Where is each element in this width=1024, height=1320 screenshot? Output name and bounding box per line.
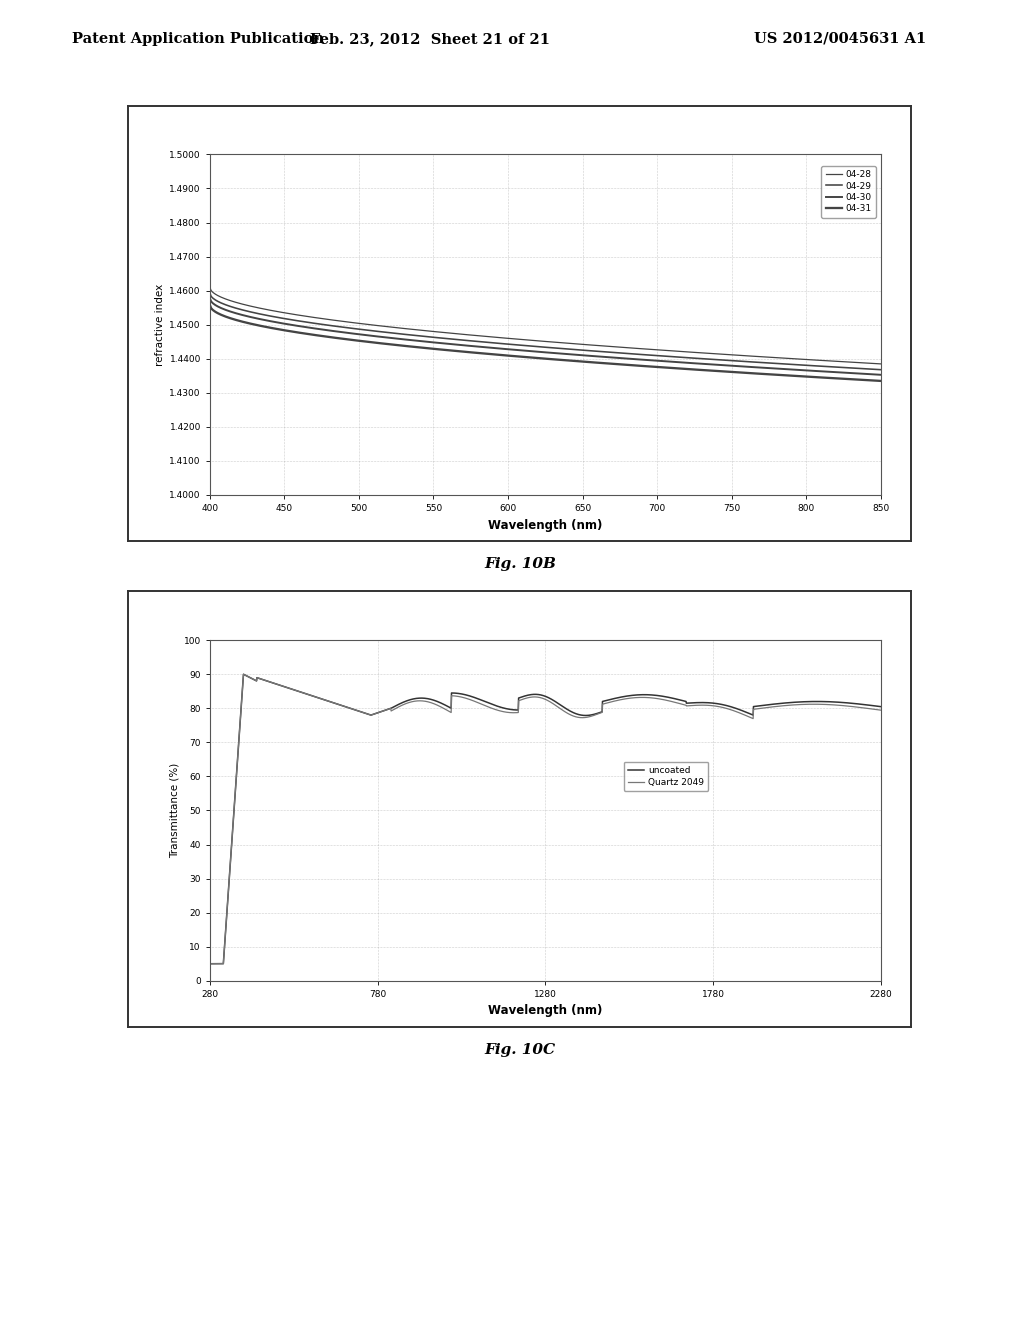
Text: Fig. 10C: Fig. 10C: [484, 1043, 556, 1057]
uncoated: [732, 701, 744, 717]
uncoated: [530, 686, 543, 702]
Quartz 2049: [874, 702, 887, 718]
Legend: 04-28, 04-29, 04-30, 04-31: 04-28, 04-29, 04-30, 04-31: [821, 166, 877, 218]
Quartz 2049: [855, 700, 867, 715]
uncoated: [512, 690, 524, 706]
uncoated: [855, 697, 867, 713]
Text: Feb. 23, 2012  Sheet 21 of 21: Feb. 23, 2012 Sheet 21 of 21: [310, 32, 550, 46]
Quartz 2049: [530, 689, 543, 705]
uncoated: [874, 698, 887, 714]
Y-axis label: refractive index: refractive index: [155, 284, 165, 366]
Quartz 2049: [732, 705, 744, 721]
Quartz 2049: [238, 667, 250, 682]
Line: Quartz 2049: Quartz 2049: [210, 675, 881, 964]
Text: Fig. 10B: Fig. 10B: [484, 557, 556, 572]
Legend: uncoated, Quartz 2049: uncoated, Quartz 2049: [624, 762, 709, 791]
uncoated: [855, 697, 867, 713]
uncoated: [239, 667, 251, 682]
Quartz 2049: [855, 700, 867, 715]
X-axis label: Wavelength (nm): Wavelength (nm): [488, 1005, 602, 1018]
Quartz 2049: [204, 956, 216, 972]
uncoated: [204, 956, 216, 972]
X-axis label: Wavelength (nm): Wavelength (nm): [488, 519, 602, 532]
Quartz 2049: [239, 667, 251, 682]
Y-axis label: Transmittance (%): Transmittance (%): [170, 763, 179, 858]
Line: uncoated: uncoated: [210, 675, 881, 964]
uncoated: [238, 667, 250, 682]
Text: US 2012/0045631 A1: US 2012/0045631 A1: [754, 32, 926, 46]
Quartz 2049: [512, 693, 524, 709]
Text: Patent Application Publication: Patent Application Publication: [72, 32, 324, 46]
